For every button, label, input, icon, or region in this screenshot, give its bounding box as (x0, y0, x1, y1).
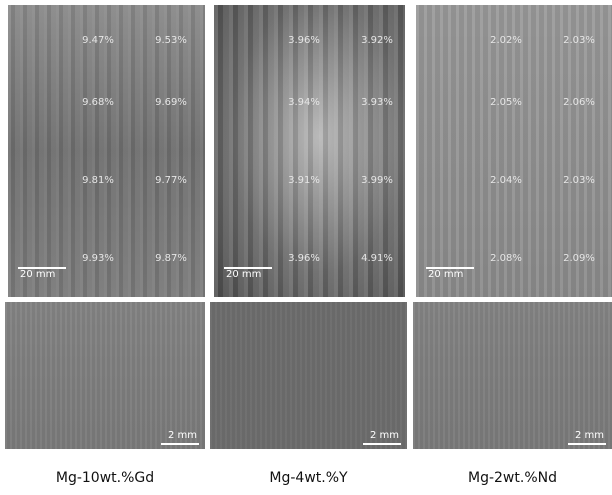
alloy-label: Mg-10wt.%Gd (56, 470, 154, 486)
concentration-label: 9.47% (82, 35, 114, 46)
concentration-label: 3.92% (361, 35, 393, 46)
micrograph: 2 mm (413, 302, 612, 449)
scale-label: 20 mm (226, 269, 261, 280)
concentration-label: 2.03% (563, 35, 595, 46)
concentration-label: 9.53% (155, 35, 187, 46)
concentration-label: 3.99% (361, 175, 393, 186)
concentration-label: 2.06% (563, 97, 595, 108)
concentration-label: 9.77% (155, 175, 187, 186)
scale-label: 2 mm (370, 430, 399, 441)
concentration-label: 2.08% (490, 253, 522, 264)
alloy-photo: 2.02% 2.03% 2.05% 2.06% 2.04% 2.03% 2.08% 2.09%… (416, 5, 612, 297)
scale-bar (568, 443, 606, 445)
concentration-label: 4.91% (361, 253, 393, 264)
scale-label: 20 mm (20, 269, 55, 280)
concentration-label: 9.87% (155, 253, 187, 264)
concentration-label: 9.93% (82, 253, 114, 264)
concentration-label: 9.69% (155, 97, 187, 108)
micrograph: 2 mm (5, 302, 205, 449)
alloy-photo: 3.96% 3.92% 3.94% 3.93% 3.91% 3.99% 3.96% 4.91%… (214, 5, 405, 297)
scale-bar (363, 443, 401, 445)
concentration-label: 2.05% (490, 97, 522, 108)
concentration-label: 3.91% (288, 175, 320, 186)
concentration-label: 9.81% (82, 175, 114, 186)
concentration-label: 2.02% (490, 35, 522, 46)
concentration-label: 3.93% (361, 97, 393, 108)
concentration-label: 2.04% (490, 175, 522, 186)
concentration-label: 9.68% (82, 97, 114, 108)
alloy-label: Mg-2wt.%Nd (468, 470, 557, 486)
figure: 9.47% 9.53% 9.68% 9.69% 9.81% 9.77% 9.93% 9.87%… (0, 0, 612, 495)
concentration-label: 2.03% (563, 175, 595, 186)
alloy-photo: 9.47% 9.53% 9.68% 9.69% 9.81% 9.77% 9.93% 9.87%… (8, 5, 205, 297)
concentration-label: 2.09% (563, 253, 595, 264)
alloy-label: Mg-4wt.%Y (269, 470, 347, 486)
scale-label: 2 mm (575, 430, 604, 441)
scale-bar (161, 443, 199, 445)
scale-label: 20 mm (428, 269, 463, 280)
scale-label: 2 mm (168, 430, 197, 441)
concentration-label: 3.96% (288, 35, 320, 46)
concentration-label: 3.96% (288, 253, 320, 264)
micrograph: 2 mm (210, 302, 407, 449)
concentration-label: 3.94% (288, 97, 320, 108)
